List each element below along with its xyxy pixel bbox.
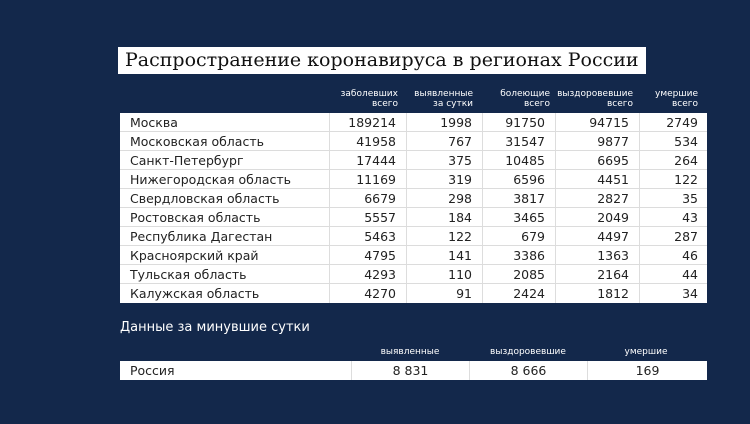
summary-row: Россия 8 831 8 666 169 — [120, 361, 707, 380]
region-name-cell: Нижегородская область — [120, 170, 330, 188]
table-row: Республика Дагестан 5463 122 679 4497 287 — [120, 227, 707, 246]
recovered-total-cell: 2049 — [556, 208, 640, 226]
recovered-total-cell: 9877 — [556, 132, 640, 150]
active-total-cell: 6596 — [483, 170, 556, 188]
header-line: всего — [671, 99, 698, 109]
cases-total-cell: 4795 — [330, 246, 407, 264]
header-cases-total: заболевших всего — [330, 89, 398, 109]
recovered-total-cell: 94715 — [556, 113, 640, 131]
active-total-cell: 3817 — [483, 189, 556, 207]
cases-total-cell: 4293 — [330, 265, 407, 283]
header-line: заболевших — [340, 89, 398, 99]
region-name-cell: Республика Дагестан — [120, 227, 330, 245]
deaths-total-cell: 264 — [674, 153, 698, 168]
deaths-total-cell: 35 — [682, 191, 698, 206]
deaths-total-cell: 287 — [674, 229, 698, 244]
new-daily-cell: 141 — [407, 246, 483, 264]
header-line: выздоровевшие — [557, 89, 633, 99]
table-row: Москва 189214 1998 91750 94715 2749 — [120, 113, 707, 132]
new-daily-cell: 122 — [407, 227, 483, 245]
deaths-total-cell: 43 — [682, 210, 698, 225]
active-total-cell: 10485 — [483, 151, 556, 169]
recovered-total-cell: 6695 — [556, 151, 640, 169]
header-line: всего — [523, 99, 550, 109]
summary-title: Данные за минувшие сутки — [120, 320, 310, 335]
summary-header-deaths: умершие — [624, 347, 668, 357]
recovered-total-cell: 4497 — [556, 227, 640, 245]
summary-header-new: выявленные — [380, 347, 440, 357]
region-name-cell: Калужская область — [120, 284, 330, 303]
summary-new: 8 831 — [352, 361, 470, 380]
table-row: Санкт-Петербург 17444 375 10485 6695 264 — [120, 151, 707, 170]
recovered-total-cell: 2164 — [556, 265, 640, 283]
cases-total-cell: 4270 — [330, 284, 407, 303]
cases-total-cell: 6679 — [330, 189, 407, 207]
cases-total-cell: 11169 — [330, 170, 407, 188]
active-total-cell: 2085 — [483, 265, 556, 283]
header-line: болеющие — [500, 89, 550, 99]
header-deaths-total: умершие всего — [640, 89, 698, 109]
deaths-total-cell: 44 — [682, 267, 698, 282]
cases-total-cell: 5557 — [330, 208, 407, 226]
table-row: Нижегородская область 11169 319 6596 4451 122 — [120, 170, 707, 189]
table-row: Московская область 41958 767 31547 9877 534 — [120, 132, 707, 151]
new-daily-cell: 767 — [407, 132, 483, 150]
summary-recovered: 8 666 — [470, 361, 588, 380]
new-daily-cell: 319 — [407, 170, 483, 188]
summary-deaths: 169 — [635, 363, 660, 378]
cases-total-cell: 17444 — [330, 151, 407, 169]
recovered-total-cell: 4451 — [556, 170, 640, 188]
header-line: умершие — [655, 89, 698, 99]
table-row: Свердловская область 6679 298 3817 2827 35 — [120, 189, 707, 208]
regions-table: Москва 189214 1998 91750 94715 2749 Московская… — [120, 113, 707, 303]
active-total-cell: 679 — [483, 227, 556, 245]
active-total-cell: 31547 — [483, 132, 556, 150]
region-name-cell: Красноярский край — [120, 246, 330, 264]
cases-total-cell: 41958 — [330, 132, 407, 150]
new-daily-cell: 298 — [407, 189, 483, 207]
header-active-total: болеющие всего — [480, 89, 550, 109]
table-row: Тульская область 4293 110 2085 2164 44 — [120, 265, 707, 284]
active-total-cell: 3386 — [483, 246, 556, 264]
header-recovered-total: выздоровевшие всего — [555, 89, 633, 109]
deaths-total-cell: 34 — [682, 286, 698, 301]
cases-total-cell: 189214 — [330, 113, 407, 131]
new-daily-cell: 184 — [407, 208, 483, 226]
active-total-cell: 3465 — [483, 208, 556, 226]
recovered-total-cell: 1363 — [556, 246, 640, 264]
header-line: всего — [606, 99, 633, 109]
new-daily-cell: 375 — [407, 151, 483, 169]
cases-total-cell: 5463 — [330, 227, 407, 245]
recovered-total-cell: 2827 — [556, 189, 640, 207]
header-new-daily: выявленные за сутки — [400, 89, 473, 109]
table-row: Ростовская область 5557 184 3465 2049 43 — [120, 208, 707, 227]
new-daily-cell: 1998 — [407, 113, 483, 131]
header-line: за сутки — [433, 99, 473, 109]
summary-header-recovered: выздоровевшие — [490, 347, 566, 357]
deaths-total-cell: 534 — [674, 134, 698, 149]
active-total-cell: 2424 — [483, 284, 556, 303]
region-name-cell: Московская область — [120, 132, 330, 150]
region-name-cell: Свердловская область — [120, 189, 330, 207]
deaths-total-cell: 46 — [682, 248, 698, 263]
new-daily-cell: 91 — [407, 284, 483, 303]
region-name-cell: Москва — [120, 113, 330, 131]
table-row: Калужская область 4270 91 2424 1812 34 — [120, 284, 707, 303]
recovered-total-cell: 1812 — [556, 284, 640, 303]
new-daily-cell: 110 — [407, 265, 483, 283]
header-line: всего — [371, 99, 398, 109]
header-line: выявленные — [414, 89, 473, 99]
table-row: Красноярский край 4795 141 3386 1363 46 — [120, 246, 707, 265]
region-name-cell: Тульская область — [120, 265, 330, 283]
region-name-cell: Санкт-Петербург — [120, 151, 330, 169]
deaths-total-cell: 122 — [674, 172, 698, 187]
summary-label: Россия — [120, 361, 352, 380]
active-total-cell: 91750 — [483, 113, 556, 131]
region-name-cell: Ростовская область — [120, 208, 330, 226]
deaths-total-cell: 2749 — [666, 115, 698, 130]
page-title: Распространение коронавируса в регионах … — [118, 47, 646, 74]
